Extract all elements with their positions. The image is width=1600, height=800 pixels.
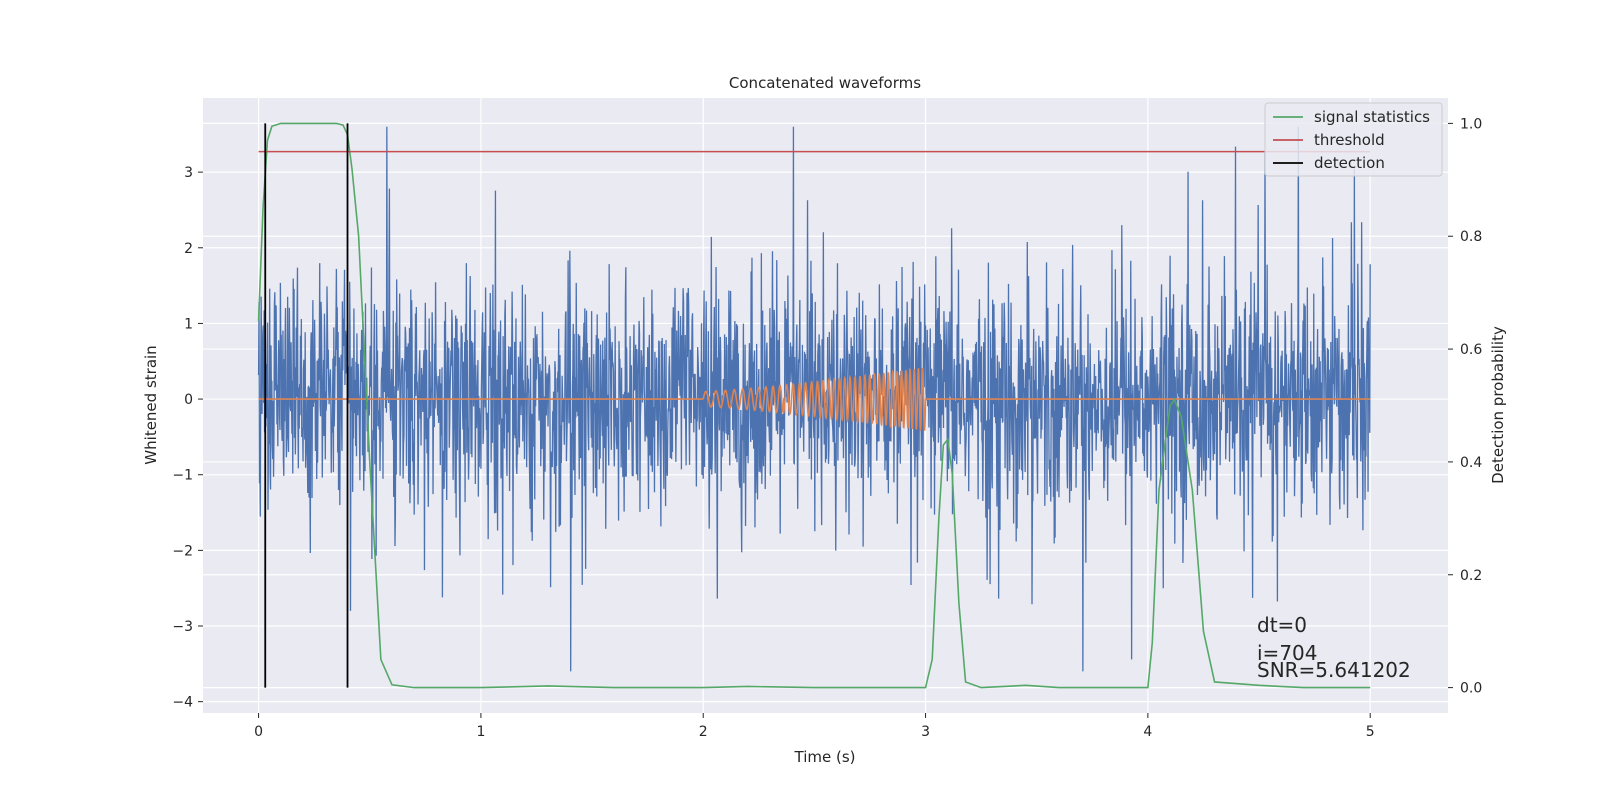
- x-tick-label-1: 1: [476, 724, 485, 740]
- whitened-strain-line: [257, 126, 1371, 672]
- y-tick-label-6: 2: [184, 241, 193, 257]
- y-tick-label-7: 3: [184, 165, 193, 181]
- legend-box: [1264, 102, 1443, 177]
- y-tick-label-3: −1: [172, 468, 193, 484]
- y2-tick-label-0: 0.0: [1460, 681, 1482, 697]
- annotation-dt: dt=0: [1257, 613, 1307, 637]
- legend-label-signal-statistics: signal statistics: [1314, 108, 1430, 126]
- y2-tick-label-5: 1.0: [1460, 116, 1482, 132]
- x-tick-label-0: 0: [254, 724, 263, 740]
- x-tick-label-5: 5: [1366, 724, 1375, 740]
- chart-title: Concatenated waveforms: [729, 74, 921, 92]
- y-tick-label-1: −3: [172, 619, 193, 635]
- y-tick-label-2: −2: [172, 543, 193, 559]
- annotation-index: i=704: [1257, 641, 1318, 665]
- x-tick-label-4: 4: [1143, 724, 1152, 740]
- template-waveform-line: [258, 367, 1371, 432]
- y2-axis-ticks: 0.0 0.2 0.4 0.6 0.8 1.0: [1448, 116, 1482, 697]
- signal-statistics-line: [257, 122, 1371, 689]
- y-axis-ticks: −4 −3 −2 −1 0 1 2 3: [172, 165, 203, 711]
- y2-tick-label-3: 0.6: [1460, 342, 1482, 358]
- y-tick-label-0: −4: [172, 695, 193, 711]
- y2-axis-label: Detection probability: [1489, 326, 1507, 484]
- detection-lines: [264, 123, 349, 688]
- y2-tick-label-2: 0.4: [1460, 455, 1482, 471]
- x-tick-label-2: 2: [699, 724, 708, 740]
- y-tick-label-5: 1: [184, 316, 193, 332]
- x-tick-label-3: 3: [921, 724, 930, 740]
- legend: signal statistics threshold detection: [1264, 102, 1443, 177]
- legend-label-detection: detection: [1314, 154, 1385, 172]
- plot-layer: [257, 122, 1371, 689]
- y2-tick-label-4: 0.8: [1460, 229, 1482, 245]
- y2-tick-label-1: 0.2: [1460, 568, 1482, 584]
- x-axis-ticks: 0 1 2 3 4 5: [254, 713, 1375, 740]
- legend-label-threshold: threshold: [1314, 131, 1385, 149]
- y-axis-label: Whitened strain: [142, 345, 160, 464]
- y-tick-label-4: 0: [184, 392, 193, 408]
- annotation-snr: SNR=5.641202: [1257, 658, 1411, 682]
- x-axis-label: Time (s): [794, 748, 856, 766]
